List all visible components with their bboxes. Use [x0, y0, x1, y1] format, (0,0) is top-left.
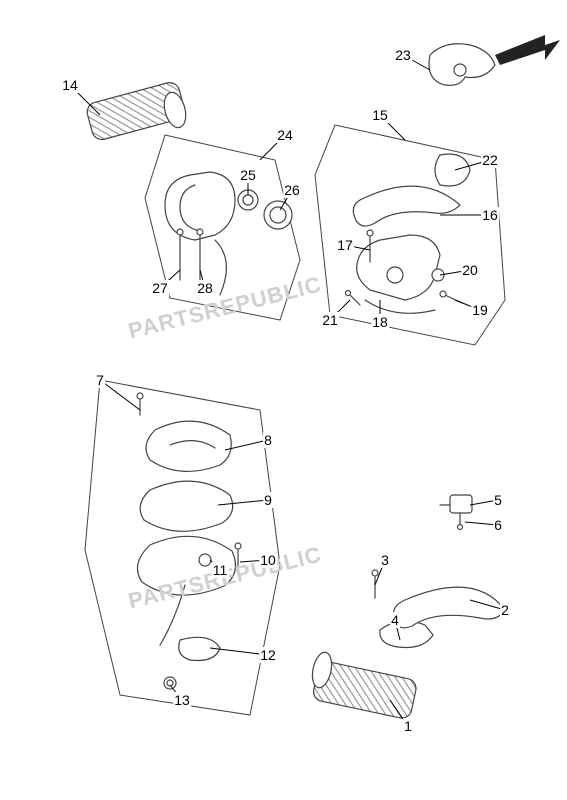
callout-15: 15 — [371, 107, 389, 123]
part-15-master-cyl-assy — [346, 154, 471, 313]
part-1-grip-assy — [309, 570, 505, 720]
callout-22: 22 — [481, 152, 499, 168]
callout-26: 26 — [283, 182, 301, 198]
callout-18: 18 — [371, 314, 389, 330]
direction-arrow — [495, 35, 560, 65]
callout-12: 12 — [259, 647, 277, 663]
callout-19: 19 — [471, 302, 489, 318]
leader-line — [218, 500, 268, 505]
part-7-throttle-assy — [137, 393, 241, 689]
part-14-grip — [85, 80, 189, 141]
callout-3: 3 — [380, 552, 390, 568]
callout-13: 13 — [173, 692, 191, 708]
callout-11: 11 — [212, 562, 229, 578]
callout-14: 14 — [61, 77, 79, 93]
callout-1: 1 — [403, 718, 413, 734]
callout-23: 23 — [394, 47, 412, 63]
callout-7: 7 — [95, 372, 105, 388]
parts-diagram: PARTSREPUBLICPARTSREPUBLIC 1234567891011… — [0, 0, 567, 800]
callout-28: 28 — [196, 280, 214, 296]
callout-2: 2 — [500, 602, 510, 618]
callout-21: 21 — [321, 312, 339, 328]
part-24-switch-assy — [165, 172, 292, 295]
callout-4: 4 — [390, 612, 400, 628]
leader-line — [100, 380, 140, 410]
callout-5: 5 — [493, 492, 503, 508]
callout-27: 27 — [151, 280, 169, 296]
diagram-svg — [0, 0, 567, 800]
callout-24: 24 — [276, 127, 294, 143]
callout-6: 6 — [493, 517, 503, 533]
callout-8: 8 — [263, 432, 273, 448]
part-23-bracket — [429, 44, 495, 86]
callout-25: 25 — [239, 167, 257, 183]
callout-10: 10 — [259, 552, 277, 568]
part-5-switch — [440, 495, 472, 530]
callout-20: 20 — [461, 262, 479, 278]
callout-9: 9 — [263, 492, 273, 508]
callout-17: 17 — [336, 237, 354, 253]
callout-16: 16 — [481, 207, 499, 223]
